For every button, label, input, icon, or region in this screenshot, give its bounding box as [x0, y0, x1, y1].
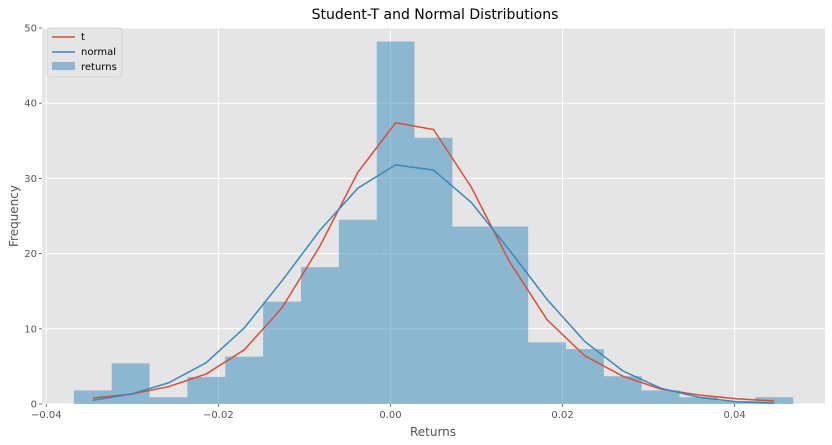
- histogram-bar-8: [376, 41, 415, 404]
- y-tick-label-2: 20: [24, 249, 37, 260]
- histogram-bar-3: [187, 376, 226, 404]
- legend-label-returns: returns: [81, 62, 117, 73]
- x-tick-label-2: 0.00: [379, 410, 401, 421]
- y-axis-label: Frequency: [7, 185, 21, 247]
- y-tick-label-5: 50: [24, 24, 37, 35]
- x-tick-label-4: 0.04: [724, 410, 746, 421]
- x-tick-label-0: −0.04: [31, 410, 62, 421]
- legend-patch-returns: [52, 62, 75, 70]
- x-axis-label: Returns: [410, 425, 456, 439]
- histogram-bar-17: [717, 400, 756, 404]
- histogram-bar-6: [300, 267, 339, 404]
- y-tick-label-1: 10: [24, 324, 37, 335]
- histogram-bar-2: [149, 397, 188, 404]
- y-tick-label-4: 40: [24, 99, 37, 110]
- histogram-bar-4: [225, 356, 264, 404]
- x-tick-label-1: −0.02: [203, 410, 234, 421]
- x-tick-label-3: 0.02: [551, 410, 573, 421]
- histogram-bar-12: [528, 342, 567, 404]
- series-lines: [92, 121, 775, 404]
- histogram-bar-5: [263, 301, 301, 404]
- legend: t normal returns: [46, 27, 123, 78]
- histogram-bar-1: [111, 363, 150, 404]
- histogram-bars: [73, 41, 794, 405]
- legend-label-t: t: [81, 32, 85, 43]
- legend-label-normal: normal: [81, 47, 116, 58]
- histogram-bar-0: [73, 390, 112, 404]
- chart-title: Student-T and Normal Distributions: [312, 7, 559, 23]
- histogram-bar-10: [452, 226, 491, 404]
- histogram-bar-11: [490, 226, 529, 404]
- histogram-bar-16: [679, 397, 718, 404]
- histogram-bar-9: [414, 137, 453, 405]
- tick-labels: −0.04 −0.02 0.00 0.02 0.04 0 10 20 30 40 50: [24, 24, 746, 422]
- histogram-bar-18: [755, 397, 794, 404]
- y-tick-label-0: 0: [31, 400, 37, 411]
- histogram-bar-7: [338, 219, 377, 404]
- y-tick-label-3: 30: [24, 174, 37, 185]
- histogram-bar-13: [566, 349, 604, 404]
- histogram-bar-15: [641, 390, 680, 404]
- series-line-t: [92, 121, 775, 402]
- series-line-normal: [92, 164, 775, 404]
